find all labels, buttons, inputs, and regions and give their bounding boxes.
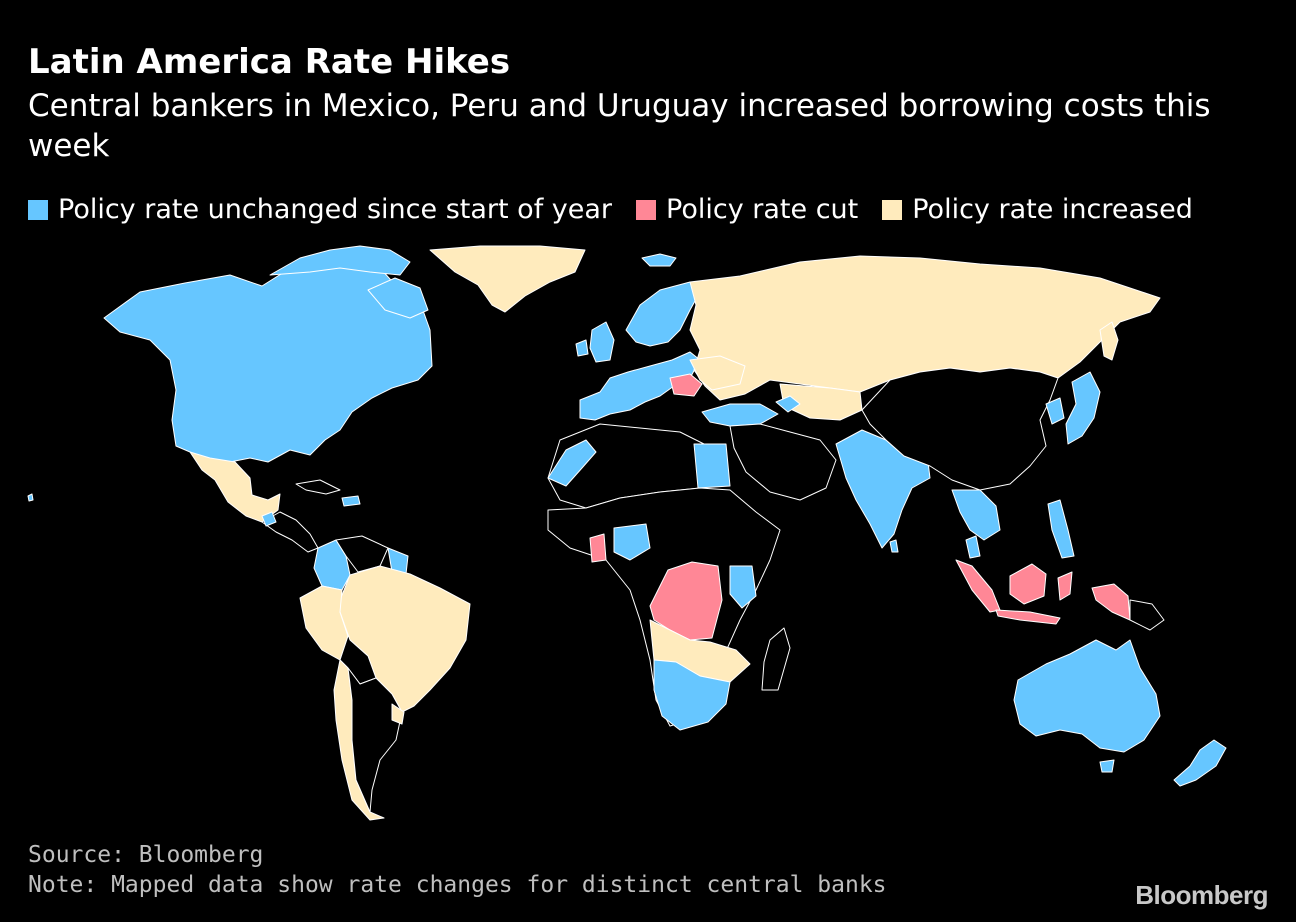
region-malaysia xyxy=(965,535,981,559)
chart-subtitle: Central bankers in Mexico, Peru and Urug… xyxy=(28,88,1211,164)
region-uk xyxy=(589,321,615,363)
legend-swatch-increased xyxy=(882,200,903,220)
footnote: Note: Mapped data show rate changes for … xyxy=(28,872,887,898)
region-baffin-island xyxy=(367,277,429,319)
region-ireland xyxy=(575,339,589,357)
legend-label-unchanged: Policy rate unchanged since start of yea… xyxy=(58,194,613,225)
legend-swatch-unchanged xyxy=(28,200,48,220)
legend: Policy rate unchanged since start of yea… xyxy=(28,192,1217,228)
region-china xyxy=(861,367,1059,491)
region-ukraine xyxy=(689,355,746,391)
world-map xyxy=(0,236,1296,836)
region-caucasus xyxy=(775,395,801,413)
legend-item-increased: Policy rate increased xyxy=(882,192,1193,228)
legend-item-unchanged: Policy rate unchanged since start of yea… xyxy=(28,192,612,228)
legend-label-increased: Policy rate increased xyxy=(912,194,1193,225)
region-sri-lanka xyxy=(889,539,899,553)
legend-item-cut: Policy rate cut xyxy=(636,192,858,228)
region-papua-indonesia xyxy=(1091,583,1131,621)
region-papua-new-guinea xyxy=(1129,599,1165,631)
legend-label-cut: Policy rate cut xyxy=(666,194,859,225)
region-nigeria xyxy=(613,523,651,561)
region-kamchatka xyxy=(1099,321,1119,361)
region-middle-east xyxy=(729,423,837,501)
region-turkey xyxy=(701,403,779,427)
region-tasmania xyxy=(1099,759,1115,773)
region-southeast-asia xyxy=(951,489,1001,541)
region-dominican-rep xyxy=(341,495,361,507)
chart-title: Latin America Rate Hikes xyxy=(28,42,511,82)
source-note: Source: Bloomberg xyxy=(28,842,264,868)
region-java xyxy=(995,609,1061,625)
region-hawaii xyxy=(27,493,34,502)
region-romania xyxy=(669,373,703,397)
region-philippines xyxy=(1047,499,1075,559)
region-guatemala xyxy=(261,511,277,527)
region-kenya xyxy=(729,565,757,609)
region-japan xyxy=(1065,371,1101,445)
region-arctic-islands xyxy=(269,245,411,276)
region-mexico xyxy=(189,451,281,523)
region-borneo xyxy=(1009,563,1047,605)
region-korea xyxy=(1045,397,1065,425)
region-madagascar xyxy=(761,627,791,691)
region-australia xyxy=(1013,639,1161,753)
region-cuba xyxy=(295,479,341,495)
region-dr-congo xyxy=(649,561,723,641)
region-southern-africa xyxy=(653,659,731,731)
region-uruguay xyxy=(391,703,405,725)
region-ghana xyxy=(589,533,607,563)
legend-swatch-cut xyxy=(636,200,657,220)
region-egypt xyxy=(693,443,731,489)
region-new-zealand xyxy=(1173,739,1227,787)
region-scandinavia xyxy=(625,281,701,347)
region-sumatra xyxy=(955,559,1001,613)
region-peru xyxy=(299,585,349,661)
region-greenland xyxy=(429,245,586,313)
region-morocco xyxy=(547,439,597,487)
bloomberg-logo: Bloomberg xyxy=(1135,880,1268,910)
region-iceland xyxy=(641,253,677,267)
region-argentina xyxy=(347,667,403,813)
region-sulawesi xyxy=(1057,571,1073,601)
